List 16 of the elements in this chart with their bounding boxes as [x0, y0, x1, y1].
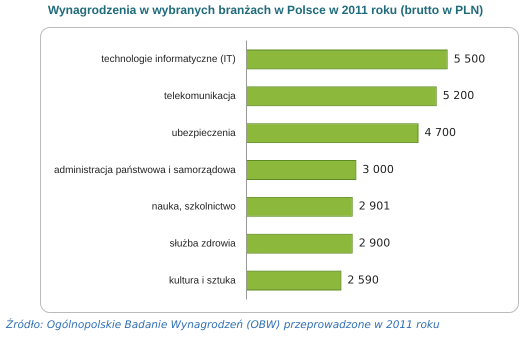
chart-title: Wynagrodzenia w wybranych branżach w Polsce w 2011 roku (brutto w PLN) — [46, 2, 484, 19]
y-tick-label: technologie informatyczne (IT) — [101, 54, 236, 66]
y-tick-label: telekomunikacja — [164, 91, 236, 102]
y-tick-label: kultura i sztuka — [169, 275, 236, 286]
data-label: 2 590 — [347, 273, 379, 286]
data-label: 2 901 — [358, 200, 390, 213]
y-tick-label: służba zdrowia — [170, 238, 236, 250]
data-label: 3 000 — [362, 162, 394, 176]
data-label: 2 900 — [358, 236, 390, 250]
text: Źródło: Ogólnopolskie Badanie Wynagrodzeń (OBW) przeprowadzone w 2011 roku — [4, 319, 441, 331]
y-tick-label: nauka, szkolnictwo — [152, 202, 236, 213]
y-tick-label: ubezpieczenia — [172, 128, 236, 139]
data-label: 5 200 — [442, 89, 474, 102]
data-label: 4 700 — [424, 126, 456, 139]
data-label: 5 500 — [454, 52, 486, 66]
y-tick-label: administracja państwowa i samorządowa — [54, 164, 236, 176]
